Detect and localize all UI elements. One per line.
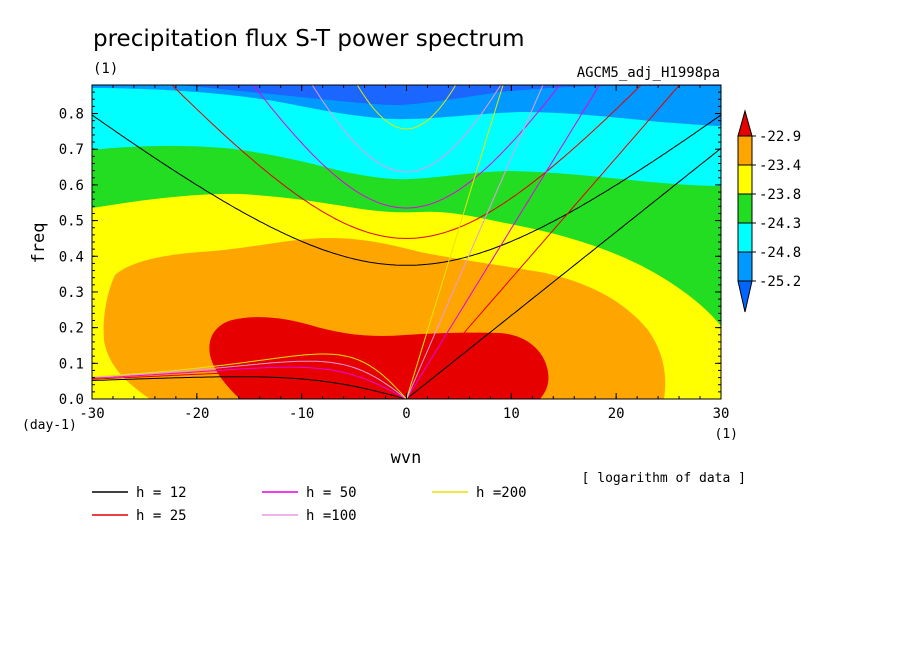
y-tick-label: 0.5 [59, 214, 84, 230]
colorbar: -22.9 -23.4 -23.8 -24.3 -24.8 -25.2 [737, 109, 801, 313]
y-unit-label: (day-1) [22, 418, 77, 433]
y-tick-label: 0.0 [59, 392, 84, 408]
legend-label: h = 25 [136, 508, 187, 524]
colorbar-label: -22.9 [759, 129, 801, 145]
x-tick-label: 30 [713, 406, 730, 422]
curve-er [92, 360, 407, 399]
curve-kelvin [406, 85, 544, 399]
y-tick-label: 0.4 [59, 249, 84, 265]
x-axis: -30 -20 -10 0 10 20 30 [79, 85, 729, 422]
colorbar-label: -23.8 [759, 187, 801, 203]
colorbar-swatch [737, 193, 753, 224]
curve-kelvin [406, 147, 721, 399]
y-tick-label: 0.2 [59, 321, 84, 337]
colorbar-swatch [737, 135, 753, 166]
colorbar-arrow-top [737, 109, 753, 137]
chart-subtitle-left: (1) [93, 61, 118, 77]
curve-er [92, 366, 407, 399]
x-tick-label: 10 [503, 406, 520, 422]
curve-er [92, 353, 407, 399]
y-axis: 0.0 0.1 0.2 0.3 0.4 0.5 0.6 0.7 0.8 [59, 84, 721, 408]
colorbar-label: -24.8 [759, 245, 801, 261]
colorbar-swatch [737, 164, 753, 195]
x-axis-label: wvn [391, 448, 422, 468]
curve-ig [92, 114, 721, 266]
y-tick-label: 0.6 [59, 178, 84, 194]
curve-er [92, 376, 407, 399]
y-tick-label: 0.7 [59, 142, 84, 158]
legend-label: h =200 [476, 485, 527, 501]
colorbar-label: -23.4 [759, 158, 801, 174]
chart-subtitle-right: AGCM5_adj_H1998pa [577, 65, 720, 81]
curve-er [92, 371, 407, 399]
colorbar-arrow-bottom [737, 280, 753, 313]
x-tick-label: -10 [289, 406, 314, 422]
x-unit-label: (1) [715, 427, 738, 442]
curve-kelvin [406, 85, 601, 399]
x-tick-label: 20 [608, 406, 625, 422]
y-tick-label: 0.1 [59, 356, 84, 372]
dispersion-curves [92, 85, 721, 399]
legend-label: h = 50 [306, 485, 357, 501]
curve-ig [252, 85, 561, 209]
legend-label: h =100 [306, 508, 357, 524]
y-tick-label: 0.8 [59, 107, 84, 123]
y-axis-label: freq [29, 223, 49, 264]
curve-ig [356, 85, 457, 130]
colorbar-swatch [737, 222, 753, 253]
legend-label: h = 12 [136, 485, 187, 501]
colorbar-label: -24.3 [759, 216, 801, 232]
x-tick-label: 0 [402, 406, 410, 422]
curve-ig [311, 85, 502, 173]
curve-ig [171, 85, 642, 239]
colorbar-label: -25.2 [759, 274, 801, 290]
y-tick-label: 0.3 [59, 285, 84, 301]
curve-kelvin [406, 85, 504, 399]
colorbar-note: [ logarithm of data ] [582, 471, 746, 486]
x-tick-label: -20 [184, 406, 209, 422]
colorbar-swatch [737, 251, 753, 282]
x-tick-label: -30 [79, 406, 104, 422]
curve-kelvin [406, 85, 681, 399]
chart-title: precipitation flux S-T power spectrum [93, 26, 525, 52]
legend: h = 12 h = 25 h = 50 h =100 h =200 [92, 485, 527, 524]
contour-fills [92, 85, 721, 399]
